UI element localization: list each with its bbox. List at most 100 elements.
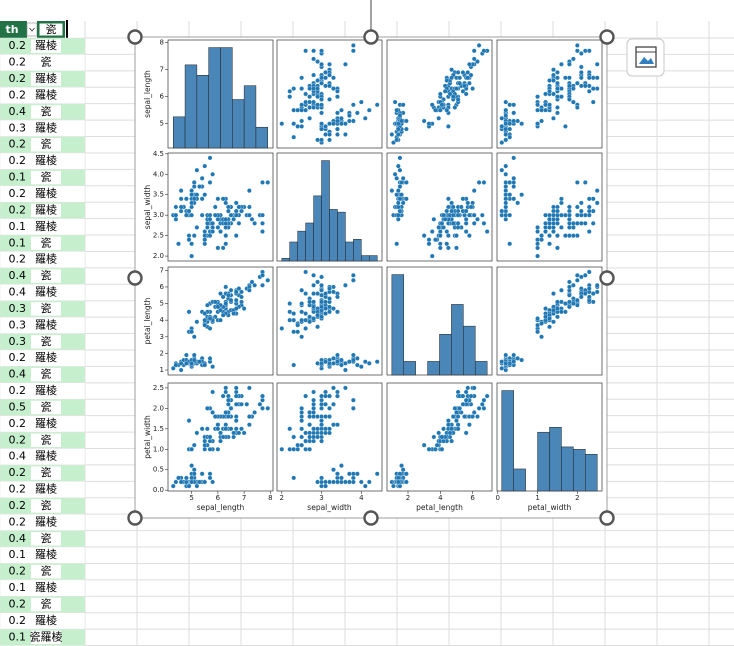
point bbox=[354, 356, 360, 361]
point bbox=[236, 204, 242, 210]
point bbox=[335, 359, 340, 365]
point bbox=[223, 221, 229, 226]
point bbox=[551, 115, 556, 121]
point bbox=[358, 479, 364, 485]
resize-handle[interactable] bbox=[363, 510, 379, 526]
species-cell: 羅棱 bbox=[35, 548, 57, 561]
point bbox=[586, 48, 592, 54]
point bbox=[291, 434, 297, 440]
point bbox=[307, 94, 312, 100]
point bbox=[347, 479, 352, 485]
point bbox=[511, 352, 517, 358]
point bbox=[223, 284, 229, 290]
point bbox=[555, 245, 560, 251]
point bbox=[303, 91, 308, 97]
hist-bar bbox=[549, 427, 562, 492]
point bbox=[391, 140, 396, 145]
y-tick-label: 0.5 bbox=[153, 466, 164, 474]
point bbox=[551, 229, 556, 234]
point bbox=[449, 200, 454, 206]
point bbox=[503, 184, 509, 189]
point bbox=[547, 212, 552, 218]
point bbox=[194, 167, 200, 173]
point bbox=[323, 479, 328, 485]
width-cell: 0.1 bbox=[9, 236, 27, 249]
point bbox=[343, 121, 348, 127]
point bbox=[446, 422, 451, 428]
point bbox=[315, 426, 320, 432]
point bbox=[299, 442, 305, 448]
point bbox=[191, 442, 197, 448]
width-cell: 0.2 bbox=[9, 56, 27, 69]
point bbox=[223, 233, 229, 238]
point bbox=[327, 304, 332, 310]
point bbox=[394, 192, 400, 198]
point bbox=[178, 188, 184, 193]
point bbox=[366, 479, 372, 485]
point bbox=[574, 80, 580, 86]
point bbox=[176, 475, 181, 481]
point bbox=[303, 99, 308, 105]
resize-handle[interactable] bbox=[127, 510, 143, 526]
species-box bbox=[31, 105, 61, 119]
point bbox=[586, 212, 592, 218]
species-cell: 瓷 bbox=[41, 334, 52, 348]
point bbox=[226, 208, 231, 214]
point bbox=[303, 107, 308, 113]
point bbox=[191, 467, 197, 473]
point bbox=[535, 237, 540, 243]
point bbox=[465, 385, 471, 391]
resize-handle[interactable] bbox=[363, 29, 379, 45]
point bbox=[315, 94, 320, 100]
resize-handle[interactable] bbox=[127, 270, 143, 286]
y-tick-label: 2.5 bbox=[153, 232, 164, 240]
point bbox=[197, 479, 202, 485]
width-cell: 0.2 bbox=[9, 351, 27, 364]
point bbox=[199, 471, 205, 477]
point bbox=[260, 406, 265, 411]
point bbox=[582, 212, 588, 218]
resize-handle[interactable] bbox=[599, 510, 615, 526]
point bbox=[207, 326, 213, 331]
point bbox=[503, 196, 509, 202]
point bbox=[447, 430, 453, 436]
point bbox=[339, 463, 344, 468]
width-cell: 0.2 bbox=[9, 253, 27, 266]
point bbox=[471, 212, 477, 218]
resize-handle[interactable] bbox=[599, 29, 615, 45]
point bbox=[437, 229, 443, 234]
species-cell: 瓷 bbox=[41, 170, 52, 184]
point bbox=[339, 357, 344, 363]
layout-button[interactable] bbox=[626, 38, 665, 77]
point bbox=[189, 463, 194, 468]
point bbox=[436, 430, 442, 436]
point bbox=[586, 208, 592, 214]
species-box bbox=[31, 614, 61, 628]
point bbox=[178, 196, 184, 202]
point bbox=[233, 389, 239, 395]
point bbox=[331, 361, 336, 366]
point bbox=[519, 192, 525, 198]
point bbox=[454, 410, 459, 415]
point bbox=[444, 208, 450, 214]
point bbox=[299, 317, 305, 323]
point bbox=[439, 446, 445, 452]
resize-handle[interactable] bbox=[127, 29, 143, 45]
species-cell: 瓷 bbox=[41, 104, 52, 118]
point bbox=[239, 289, 244, 295]
point bbox=[194, 483, 200, 489]
point bbox=[210, 410, 215, 415]
point bbox=[362, 483, 368, 489]
point bbox=[287, 317, 293, 323]
point bbox=[539, 118, 544, 124]
point bbox=[335, 479, 340, 485]
x-axis-label: sepal_width bbox=[307, 503, 352, 512]
button-bg[interactable] bbox=[626, 38, 665, 77]
species-box bbox=[31, 367, 61, 382]
point bbox=[287, 426, 293, 432]
point bbox=[307, 410, 312, 415]
resize-handle[interactable] bbox=[599, 270, 615, 286]
point bbox=[449, 75, 454, 81]
width-cell: 0.5 bbox=[9, 400, 27, 413]
point bbox=[319, 361, 324, 366]
